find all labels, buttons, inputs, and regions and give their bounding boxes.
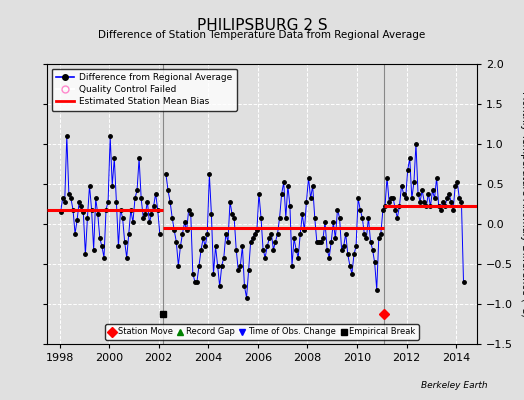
Y-axis label: Monthly Temperature Anomaly Difference (°C): Monthly Temperature Anomaly Difference (…	[519, 91, 524, 317]
Text: Berkeley Earth: Berkeley Earth	[421, 381, 487, 390]
Text: Difference of Station Temperature Data from Regional Average: Difference of Station Temperature Data f…	[99, 30, 425, 40]
Legend: Station Move, Record Gap, Time of Obs. Change, Empirical Break: Station Move, Record Gap, Time of Obs. C…	[105, 324, 419, 340]
Text: PHILIPSBURG 2 S: PHILIPSBURG 2 S	[196, 18, 328, 33]
